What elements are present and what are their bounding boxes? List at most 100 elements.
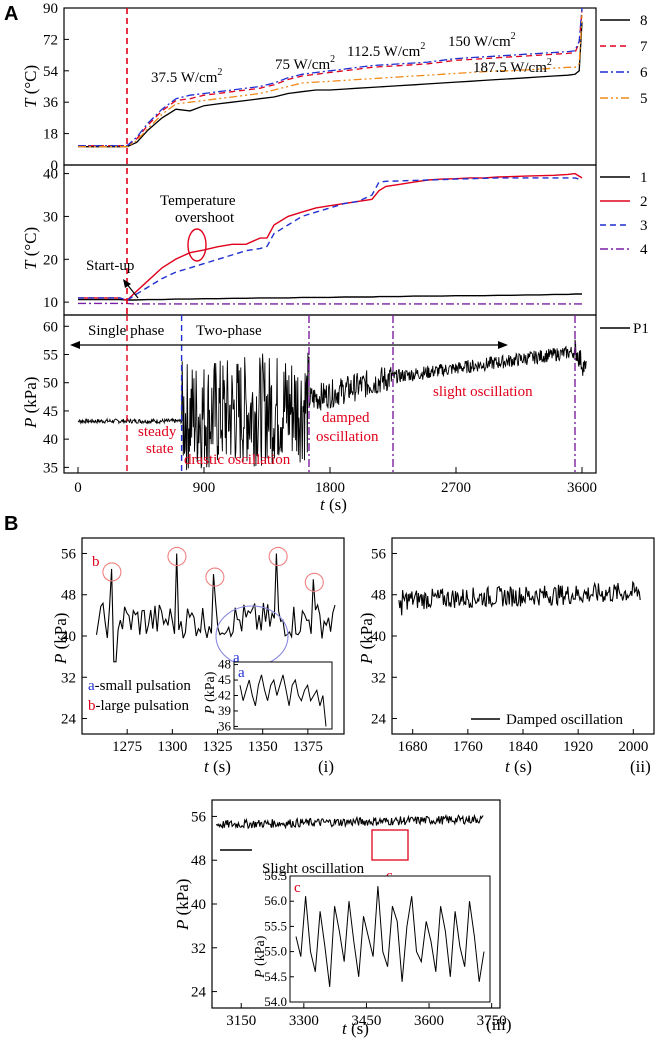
drastic-label: drastic oscillation bbox=[184, 452, 291, 468]
inset-ytick-label: 45 bbox=[218, 672, 231, 687]
steady-label: steady bbox=[138, 424, 177, 440]
biii-inset-label: c bbox=[294, 880, 301, 896]
inset-ytick-label: 42 bbox=[218, 688, 231, 703]
bii-xlabel: t (s) bbox=[505, 757, 532, 776]
a-mid-ytick-label: 40 bbox=[43, 167, 58, 183]
ytick-label: 48 bbox=[191, 853, 206, 869]
phase-arrowhead-left bbox=[70, 341, 80, 349]
a-bottom-ytick-label: 40 bbox=[43, 432, 58, 448]
bii-panel-number: (ii) bbox=[630, 757, 651, 776]
phase-arrowhead-right bbox=[498, 341, 508, 349]
panel-b-iii: 24 32 40 48 56 3150 3300 3450 3600 3750 c Slight … bbox=[173, 799, 512, 1038]
a-bottom-ticks: 35 40 45 50 55 60 0 900 1800 2700 3600 bbox=[43, 319, 597, 496]
bi-b-label: b bbox=[92, 554, 100, 570]
biii-inset-ticks: 54.0 54.5 55.0 55.5 56.0 56.5 bbox=[264, 868, 294, 1009]
a-mid-ytick-label: 10 bbox=[43, 295, 58, 311]
a-bottom-series bbox=[77, 315, 587, 473]
biii-ticks: 24 32 40 48 56 3150 3300 3450 3600 3750 bbox=[191, 809, 507, 1029]
bi-inset-ylabel: P (kPa) bbox=[203, 671, 218, 715]
ytick-label: 40 bbox=[191, 897, 206, 913]
xtick-label: 1375 bbox=[293, 739, 323, 755]
a-xlabel: t (s) bbox=[320, 495, 347, 514]
xtick-label: 1760 bbox=[453, 739, 483, 755]
flux-label-37: 37.5 W/cm2 bbox=[151, 67, 222, 86]
a-top-ytick-label: 0 bbox=[51, 158, 59, 174]
startup-arrowhead bbox=[123, 279, 131, 288]
ytick-label: 32 bbox=[371, 670, 386, 686]
a-xtick-label: 3600 bbox=[567, 480, 597, 496]
overshoot-label-1: Temperature bbox=[160, 193, 236, 209]
bi-pressure-line bbox=[95, 553, 336, 663]
inset-ytick-label: 55.5 bbox=[264, 918, 287, 933]
damped-label-2: oscillation bbox=[316, 429, 379, 445]
legend-label-6: 6 bbox=[640, 65, 648, 81]
a-xtick-label: 1800 bbox=[315, 480, 345, 496]
bii-pressure-line bbox=[398, 580, 641, 616]
damped-label-1: damped bbox=[322, 410, 370, 426]
slight-label: slight oscillation bbox=[433, 384, 533, 400]
a-top-series-5 bbox=[78, 14, 583, 148]
ytick-label: 56 bbox=[191, 809, 207, 825]
a-top-series-8 bbox=[78, 21, 583, 148]
ytick-label: 40 bbox=[61, 629, 76, 645]
bi-inset-line bbox=[239, 674, 327, 727]
overshoot-circle bbox=[187, 228, 207, 262]
a-bottom-ytick-label: 55 bbox=[43, 348, 58, 364]
a-top-ytick-label: 90 bbox=[43, 1, 58, 17]
xtick-label: 1275 bbox=[112, 739, 142, 755]
legend-label-2: 2 bbox=[640, 194, 648, 210]
inset-ytick-label: 55.0 bbox=[264, 944, 287, 959]
a-top-ytick-label: 54 bbox=[43, 64, 59, 80]
legend-label-1: 1 bbox=[640, 170, 648, 186]
xtick-label: 3750 bbox=[477, 1013, 507, 1029]
legend-label-8: 8 bbox=[640, 13, 648, 29]
a-top-legend: 8 7 6 5 bbox=[600, 13, 648, 107]
xtick-label: 3150 bbox=[226, 1013, 256, 1029]
a-top-frame bbox=[63, 7, 597, 166]
ytick-label: 40 bbox=[371, 629, 386, 645]
ytick-label: 32 bbox=[191, 941, 206, 957]
flux-label-75: 75 W/cm2 bbox=[275, 54, 335, 73]
a-xtick-label: 0 bbox=[74, 480, 82, 496]
xtick-label: 3450 bbox=[351, 1013, 381, 1029]
a-mid-series-3 bbox=[78, 177, 583, 302]
bi-ticks: 24 32 40 48 56 1275 1300 1325 1350 1375 bbox=[61, 546, 323, 755]
xtick-label: 2000 bbox=[618, 739, 648, 755]
legend-label-p1: P1 bbox=[633, 321, 649, 337]
xtick-label: 1325 bbox=[203, 739, 233, 755]
biii-pressure-line bbox=[215, 813, 484, 830]
panel-b-label: B bbox=[4, 513, 18, 535]
a-top-ytick-label: 18 bbox=[43, 127, 58, 143]
inset-ytick-label: 54.5 bbox=[264, 969, 287, 984]
a-mid-yticks: 10 20 30 40 bbox=[43, 167, 69, 311]
a-top-yticks: 0 18 36 54 72 90 bbox=[43, 1, 69, 174]
a-top-series-6 bbox=[78, 7, 583, 147]
a-top-ytick-label: 36 bbox=[43, 95, 59, 111]
inset-ytick-label: 54.0 bbox=[264, 994, 287, 1009]
bii-ticks: 24 32 40 48 56 1680 1760 1840 1920 2000 bbox=[371, 546, 648, 755]
bi-inset-frame bbox=[233, 661, 333, 730]
large-pulsation-circle bbox=[268, 546, 288, 567]
ytick-label: 24 bbox=[371, 712, 387, 728]
biii-inset-line bbox=[295, 886, 485, 987]
flux-label-112: 112.5 W/cm2 bbox=[347, 41, 425, 60]
ytick-label: 24 bbox=[191, 985, 207, 1001]
bi-legend-b: b-large pulsation bbox=[88, 698, 189, 714]
ytick-label: 48 bbox=[371, 588, 386, 604]
a-bottom-series-P1 bbox=[77, 339, 587, 471]
inset-ytick-label: 36 bbox=[218, 718, 232, 733]
ytick-label: 48 bbox=[61, 588, 76, 604]
bii-ylabel: P (kPa) bbox=[357, 613, 376, 665]
a-top-ylabel: T (°C) bbox=[21, 65, 40, 108]
a-mid-series-4 bbox=[78, 302, 582, 305]
legend-label-5: 5 bbox=[640, 91, 648, 107]
xtick-label: 3300 bbox=[289, 1013, 319, 1029]
xtick-label: 1300 bbox=[157, 739, 187, 755]
biii-legend-label: Slight oscillation bbox=[262, 861, 365, 877]
bi-a-label: a bbox=[233, 650, 240, 666]
a-xtick-label: 900 bbox=[193, 480, 216, 496]
xtick-label: 3600 bbox=[414, 1013, 444, 1029]
panel-b-ii: 24 32 40 48 56 1680 1760 1840 1920 2000 Damped os… bbox=[357, 537, 655, 776]
single-phase-label: Single phase bbox=[88, 323, 165, 339]
